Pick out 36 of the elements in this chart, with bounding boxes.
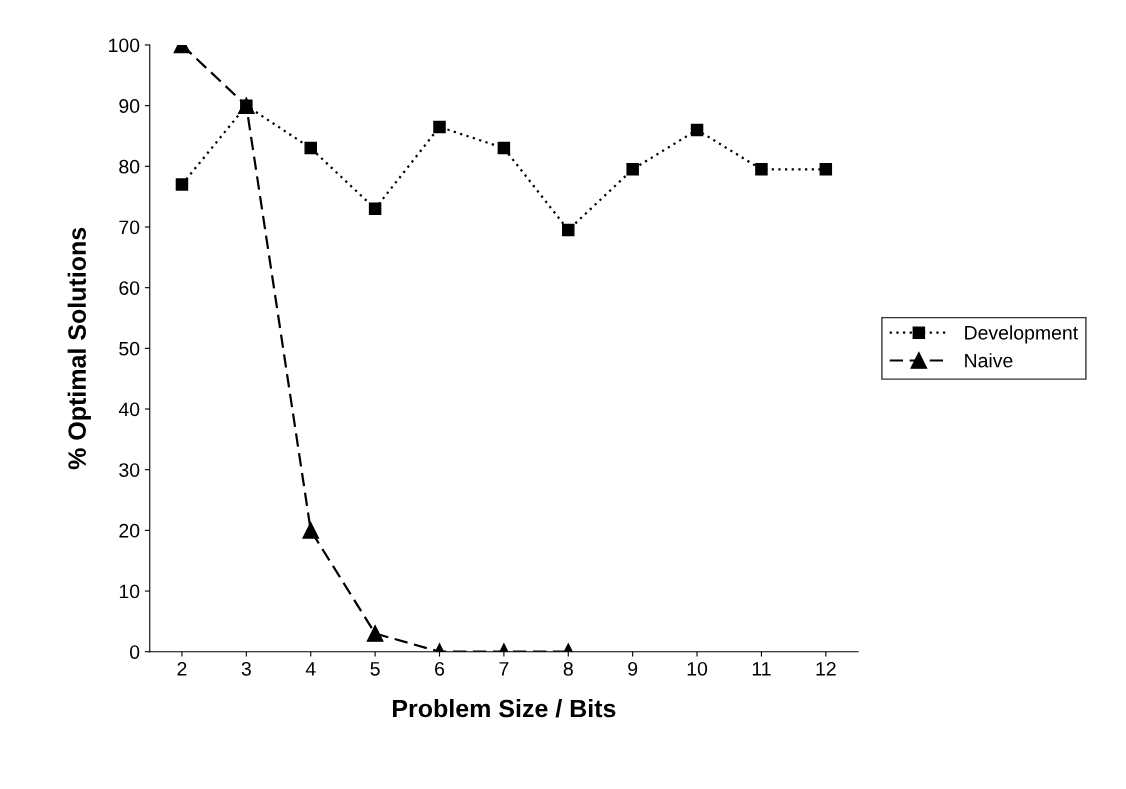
y-tick-label: 100 — [109, 38, 140, 53]
y-tick-label: 30 — [119, 463, 140, 477]
point — [304, 141, 317, 155]
point — [626, 163, 639, 176]
point — [690, 123, 704, 137]
x-tick-label: 3 — [241, 661, 251, 676]
point — [755, 163, 768, 176]
y-tick-label: 50 — [119, 341, 140, 356]
x-tick-label: 7 — [499, 662, 509, 676]
point — [562, 223, 575, 237]
x-tick-label: 11 — [752, 662, 771, 676]
y-tick-label: 40 — [118, 402, 140, 417]
y-tick-label: 0 — [129, 645, 140, 659]
x-tick-label: 12 — [816, 661, 836, 676]
x-axis-title: Problem Size / Bits — [393, 699, 616, 718]
point — [819, 163, 833, 176]
x-tick-label: 5 — [370, 662, 380, 676]
x-tick-label: 9 — [628, 661, 638, 676]
x-tick-label: 6 — [435, 661, 445, 676]
point — [433, 120, 446, 134]
y-tick-label: 10 — [119, 584, 140, 599]
point — [368, 202, 382, 216]
y-axis-title: % Optimal Solutions — [67, 227, 91, 470]
y-tick-label: 20 — [119, 523, 140, 538]
y-tick-label: 80 — [119, 159, 140, 174]
point — [175, 178, 189, 191]
y-tick-label: 90 — [119, 99, 140, 113]
point — [497, 141, 511, 155]
y-tick-label: 70 — [119, 220, 140, 235]
x-tick-label: 4 — [305, 662, 316, 676]
x-tick-label: 2 — [177, 661, 187, 676]
x-tick-label: 10 — [687, 661, 708, 676]
y-tick-label: 60 — [119, 281, 140, 295]
legend-label: Naive — [965, 353, 1013, 368]
x-tick-label: 8 — [563, 661, 573, 676]
legend-label: Development — [965, 325, 1078, 344]
